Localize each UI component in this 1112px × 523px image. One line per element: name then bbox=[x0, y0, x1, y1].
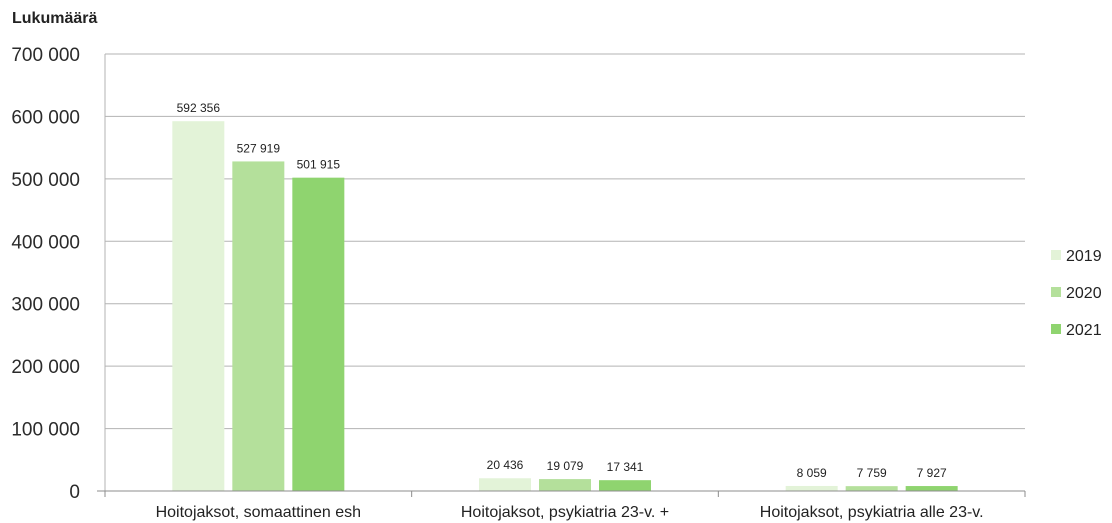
bar bbox=[785, 485, 838, 491]
y-tick-label: 600 000 bbox=[11, 107, 80, 128]
y-tick-label: 700 000 bbox=[11, 45, 80, 66]
legend-swatch bbox=[1051, 287, 1061, 297]
bar bbox=[599, 480, 651, 491]
legend: 2019 2020 2021 bbox=[1051, 248, 1102, 339]
bar bbox=[539, 479, 591, 491]
bar bbox=[479, 478, 531, 491]
x-axis: Hoitojaksot, somaattinen esh Hoitojaksot,… bbox=[97, 54, 1026, 521]
bar bbox=[172, 121, 225, 491]
data-label: 19 079 bbox=[547, 459, 584, 473]
y-axis-ticks: 0 100 000 200 000 300 000 400 000 500 000 600 … bbox=[11, 45, 80, 503]
y-tick-label: 500 000 bbox=[11, 170, 80, 191]
y-axis-title: Lukumäärä bbox=[12, 10, 97, 27]
y-tick-label: 200 000 bbox=[11, 357, 80, 378]
data-labels: 592 356 527 919 501 915 20 436 19 079 17 341 8… bbox=[177, 101, 947, 480]
data-label: 7 927 bbox=[917, 466, 947, 480]
bar bbox=[232, 161, 285, 491]
data-label: 20 436 bbox=[487, 458, 524, 472]
legend-label: 2021 bbox=[1066, 322, 1102, 339]
legend-swatch bbox=[1051, 324, 1061, 334]
data-label: 7 759 bbox=[857, 466, 887, 480]
legend-label: 2019 bbox=[1066, 248, 1102, 265]
legend-swatch bbox=[1051, 250, 1061, 260]
data-label: 592 356 bbox=[177, 101, 221, 115]
x-tick-label: Hoitojaksot, psykiatria 23-v. + bbox=[461, 504, 669, 521]
data-label: 527 919 bbox=[237, 141, 281, 155]
data-label: 17 341 bbox=[607, 460, 644, 474]
bar bbox=[292, 177, 345, 492]
x-tick-label: Hoitojaksot, somaattinen esh bbox=[156, 504, 361, 521]
y-tick-label: 300 000 bbox=[11, 295, 80, 316]
bar bbox=[905, 486, 958, 491]
y-tick-label: 0 bbox=[69, 482, 80, 503]
data-label: 501 915 bbox=[297, 158, 341, 172]
x-tick-label: Hoitojaksot, psykiatria alle 23-v. bbox=[760, 504, 984, 521]
y-tick-label: 400 000 bbox=[11, 232, 80, 253]
legend-label: 2020 bbox=[1066, 285, 1102, 302]
bars bbox=[172, 121, 958, 492]
data-label: 8 059 bbox=[797, 466, 827, 480]
bar bbox=[845, 486, 898, 491]
y-tick-label: 100 000 bbox=[11, 420, 80, 441]
